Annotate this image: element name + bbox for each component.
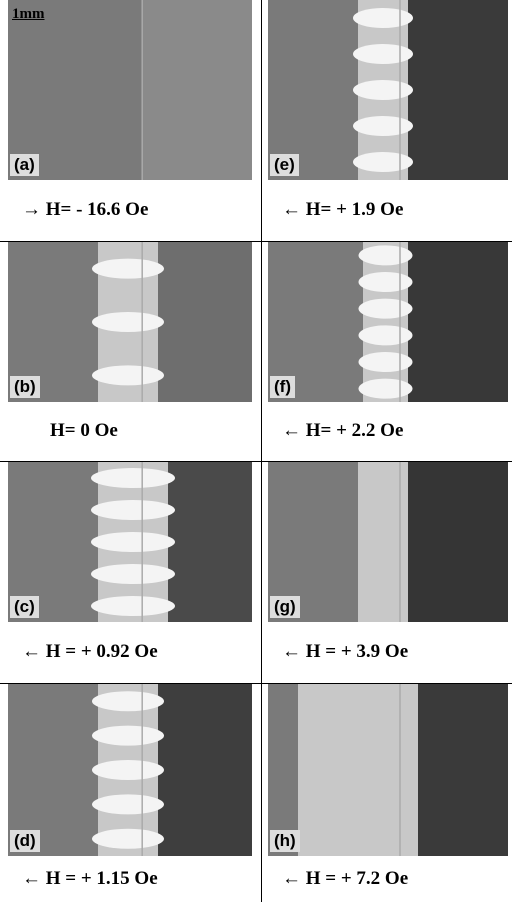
texture [92,312,164,332]
texture [400,242,508,402]
caption: ← H= + 2.2 Oe [282,420,404,441]
texture [400,0,508,180]
texture [353,80,413,100]
texture [142,0,252,180]
texture [353,44,413,64]
texture [358,325,413,346]
micrograph [8,462,252,622]
panel-label: (d) [10,830,40,852]
caption: ← H = + 0.92 Oe [22,641,158,662]
texture [92,365,164,386]
row-divider [262,683,512,684]
panel-image [268,684,508,856]
texture [91,596,175,616]
panel-image [268,0,508,180]
texture [91,468,175,488]
caption: ← H = + 1.15 Oe [22,868,158,889]
texture [92,760,164,780]
texture [358,272,413,292]
panel-image [268,462,508,622]
texture [92,794,164,815]
panel-image [268,242,508,402]
texture [92,725,164,746]
texture [298,684,418,856]
panel-image [8,242,252,402]
texture [358,298,413,319]
panel-label: (e) [270,154,299,176]
caption: → H= - 16.6 Oe [22,199,149,220]
texture [358,245,413,266]
texture [353,8,413,28]
texture [363,242,408,402]
texture [358,378,413,399]
row-divider [0,461,261,462]
texture [353,152,413,172]
divider [261,0,262,902]
texture [91,500,175,520]
texture [358,352,413,372]
texture [92,258,164,279]
micrograph [8,242,252,402]
panel-label: (a) [10,154,39,176]
micrograph [8,0,252,180]
micrograph [268,0,508,180]
scale-bar: 1mm [12,6,45,22]
panel-image [8,462,252,622]
panel-label: (c) [10,596,39,618]
micrograph [268,462,508,622]
caption: ← H= + 1.9 Oe [282,199,404,220]
row-divider [0,683,261,684]
panel-label: (f) [270,376,295,398]
texture [92,828,164,849]
caption: ← H = + 7.2 Oe [282,868,409,889]
micrograph [268,684,508,856]
micrograph [8,684,252,856]
texture [91,532,175,552]
row-divider [262,241,512,242]
micrograph [268,242,508,402]
panel-label: (h) [270,830,300,852]
texture [400,462,508,622]
caption: H= 0 Oe [50,420,118,441]
panel-image [8,0,252,180]
row-divider [0,241,261,242]
panel-label: (g) [270,596,300,618]
panel-label: (b) [10,376,40,398]
row-divider [262,461,512,462]
texture [91,564,175,584]
caption: ← H = + 3.9 Oe [282,641,409,662]
texture [353,116,413,136]
panel-image [8,684,252,856]
texture [92,691,164,712]
